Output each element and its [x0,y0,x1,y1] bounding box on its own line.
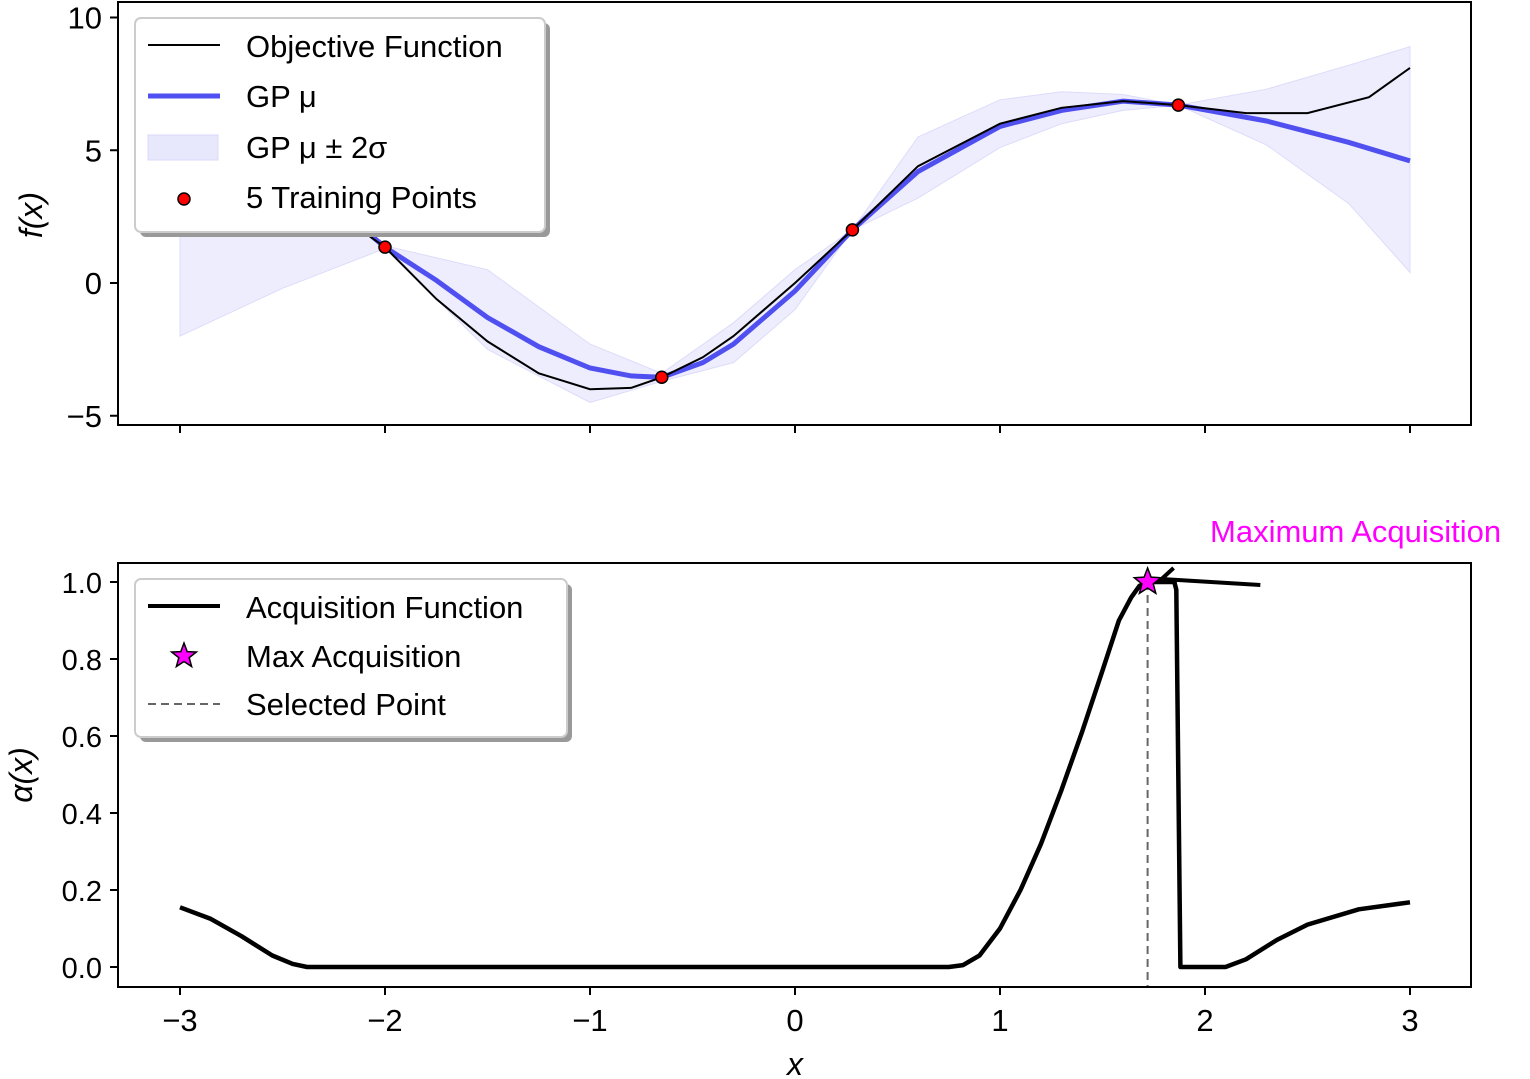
training-point [655,370,669,385]
y-tick-label: 1.0 [62,568,102,600]
x-tick-label: 0 [786,1003,803,1038]
annotation-text: Maximum Acquisition [1210,514,1501,549]
y-tick-label: 0 [85,266,102,301]
top-y-axis-label: f(x) [13,192,49,238]
legend-points-swatch [177,192,191,206]
y-tick-label: −5 [67,399,102,434]
x-tick-label: 2 [1196,1003,1213,1038]
bottom-plot: 0.0 0.2 0.4 0.6 0.8 1.0 −3 −2 −1 0 1 2 3 x α(x) Acq… [3,514,1501,1079]
y-tick-label: 10 [68,1,102,36]
legend-star-icon [169,640,199,669]
x-tick-label: 3 [1401,1003,1418,1038]
legend-points-label: 5 Training Points [246,180,477,215]
legend-box [134,578,568,738]
top-legend: Objective Function GP μ GP μ ± 2σ 5 Trai… [134,17,550,237]
legend-gp-mean-label: GP μ [246,79,317,114]
legend-max-label: Max Acquisition [246,639,461,674]
acquisition-line [179,579,1411,970]
annotation-arrow [1161,577,1261,588]
x-axis-label: x [785,1046,804,1079]
training-point [845,223,860,237]
x-tick-label: −1 [572,1003,607,1038]
y-tick-label: 0.0 [62,953,102,985]
training-point [378,240,392,254]
legend-objective-label: Objective Function [246,29,503,64]
bottom-legend: Acquisition Function Max Acquisition Sel… [134,578,572,742]
y-tick-label: 0.6 [62,722,102,754]
legend-selected-label: Selected Point [246,687,446,722]
training-point [1171,98,1186,112]
gp-confidence-band [179,46,1411,404]
top-plot: 10 5 0 −5 f(x) Objective Function GP μ GP μ… [13,1,1472,434]
max-acquisition-star [1132,565,1163,595]
legend-acquisition-label: Acquisition Function [246,590,523,625]
y-tick-label: 0.4 [62,799,102,831]
y-tick-label: 0.2 [62,876,102,908]
legend-box [134,17,546,233]
objective-line [363,67,1411,391]
annotation-arrowhead [1157,566,1178,585]
x-tick-label: −2 [367,1003,402,1038]
bottom-y-axis-label: α(x) [3,747,39,803]
legend-band-label: GP μ ± 2σ [246,130,387,165]
y-tick-label: 0.8 [62,645,102,677]
x-tick-label: 1 [991,1003,1008,1038]
y-tick-label: 5 [85,133,102,168]
x-tick-label: −3 [162,1003,197,1038]
legend-band-swatch [147,134,219,161]
